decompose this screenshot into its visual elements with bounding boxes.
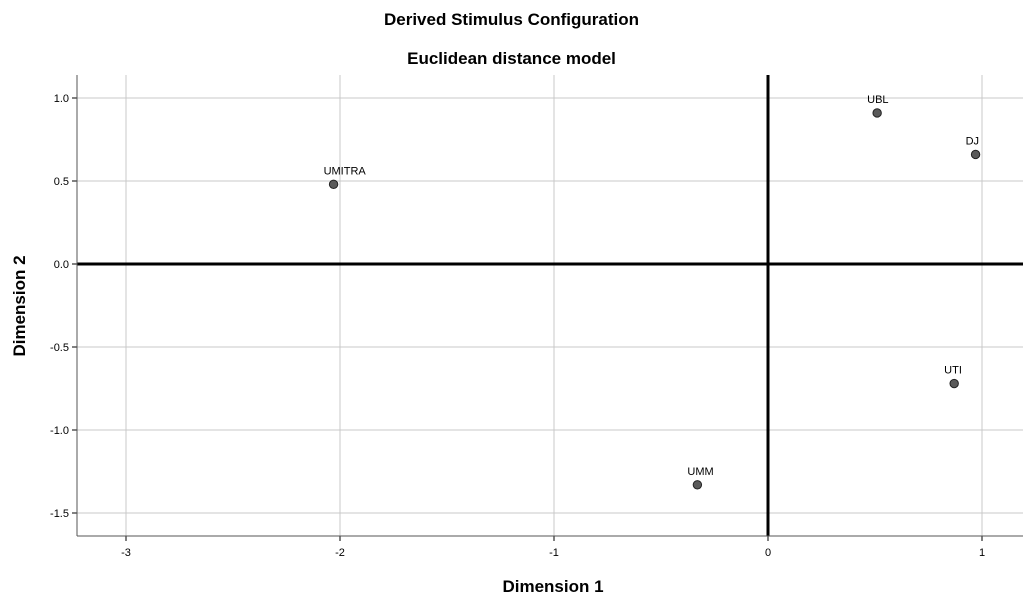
data-point-ubl (872, 108, 882, 118)
grid-lines (77, 75, 1023, 536)
y-tick-label: 0.5 (54, 176, 69, 188)
x-tick-label: 1 (979, 547, 985, 559)
y-axis-label: Dimension 2 (10, 255, 29, 356)
reference-lines (77, 75, 1023, 536)
x-tick-label: -2 (335, 547, 345, 559)
data-point-uti (949, 378, 959, 389)
y-tick-label: -1.5 (50, 508, 69, 520)
data-point-umm (692, 480, 703, 490)
x-tick-label: -3 (121, 547, 131, 559)
chart-subtitle: Euclidean distance model (407, 49, 616, 68)
data-point-umitra (328, 179, 339, 190)
chart-title: Derived Stimulus Configuration (383, 10, 640, 29)
y-tick-label: -0.5 (50, 342, 69, 354)
point-label: DJ (966, 135, 979, 147)
x-tick-label: 0 (765, 547, 771, 559)
axes: -3 -2 -1 0 1 -1.5 -1.0 -0.5 0.0 0.5 1.0 (50, 75, 1023, 559)
x-tick-label: -1 (549, 547, 559, 559)
point-label: UBL (867, 94, 888, 106)
data-point-dj (970, 149, 981, 160)
y-tick-label: -1.0 (50, 425, 69, 437)
point-label: UMITRA (324, 165, 367, 177)
y-tick-label: 0.0 (54, 259, 69, 271)
point-label: UMM (687, 466, 713, 478)
x-axis-label: Dimension 1 (502, 577, 603, 596)
data-points: UBL DJ UMITRA UTI UMM (324, 94, 981, 490)
y-tick-label: 1.0 (54, 93, 69, 105)
point-label: UTI (944, 365, 962, 377)
